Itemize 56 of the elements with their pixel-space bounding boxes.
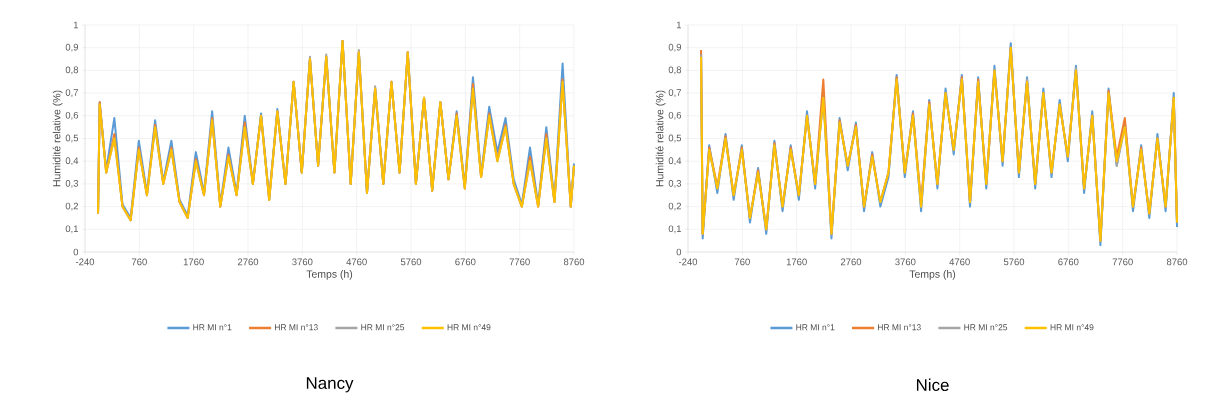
y-tick-label: 0,8 [668, 66, 682, 75]
y-tick-label: 0,5 [65, 134, 79, 143]
x-tick-label: 4760 [949, 258, 970, 266]
legend-label: HR MI n°25 [361, 324, 405, 331]
x-tick-label: 760 [131, 258, 147, 266]
x-axis-title: Temps (h) [909, 270, 956, 280]
x-axis-title: Temps (h) [306, 270, 353, 280]
legend-label: HR MI n°1 [193, 324, 232, 331]
x-tick-label: 5760 [1003, 258, 1025, 266]
x-tick-label: 1760 [786, 258, 807, 266]
y-tick-label: 0,1 [668, 225, 682, 234]
legend-label: HR MI n°49 [1050, 324, 1094, 331]
y-tick-label: 0,8 [65, 66, 79, 75]
x-tick-label: -240 [75, 258, 95, 266]
y-tick-label: 0,3 [668, 179, 682, 188]
y-tick-label: 0,1 [65, 225, 79, 234]
y-tick-label: 0 [676, 248, 682, 256]
x-tick-label: 8760 [1166, 258, 1188, 266]
y-tick-label: 0,7 [65, 89, 79, 98]
x-tick-label: 5760 [400, 258, 422, 266]
y-tick-label: 0 [73, 248, 79, 256]
legend-label: HR MI n°1 [796, 324, 835, 331]
x-tick-label: -240 [678, 258, 698, 266]
y-tick-label: 0,4 [668, 157, 682, 166]
y-tick-label: 1 [676, 21, 682, 29]
legend-label: HR MI n°25 [964, 324, 1008, 331]
y-tick-label: 0,2 [65, 202, 79, 211]
y-tick-label: 1 [73, 21, 79, 29]
x-tick-label: 3760 [292, 258, 313, 266]
legend-label: HR MI n°13 [274, 324, 318, 331]
y-tick-label: 0,9 [65, 43, 79, 52]
y-axis-title: Humidité relative (%) [655, 90, 666, 187]
x-tick-label: 2760 [237, 258, 259, 266]
y-tick-label: 0,6 [668, 111, 682, 120]
x-tick-label: 760 [734, 258, 750, 266]
y-tick-label: 0,6 [65, 111, 79, 120]
x-tick-label: 7760 [509, 258, 530, 266]
x-tick-label: 1760 [183, 258, 204, 266]
y-tick-label: 0,5 [668, 134, 682, 143]
legend-label: HR MI n°49 [447, 324, 491, 331]
y-tick-label: 0,2 [668, 202, 682, 211]
x-tick-label: 3760 [895, 258, 916, 266]
y-tick-label: 0,9 [668, 43, 682, 52]
x-tick-label: 6760 [455, 258, 476, 266]
y-axis-title: Humidité relative (%) [52, 90, 63, 187]
x-tick-label: 8760 [563, 258, 585, 266]
y-tick-label: 0,3 [65, 179, 79, 188]
x-tick-label: 2760 [840, 258, 862, 266]
legend-label: HR MI n°13 [877, 324, 921, 331]
x-tick-label: 4760 [346, 258, 367, 266]
x-tick-label: 7760 [1112, 258, 1133, 266]
text: Nice [916, 378, 949, 392]
y-tick-label: 0,4 [65, 157, 79, 166]
x-tick-label: 6760 [1058, 258, 1079, 266]
text: Nancy [306, 377, 354, 393]
y-tick-label: 0,7 [668, 89, 682, 98]
